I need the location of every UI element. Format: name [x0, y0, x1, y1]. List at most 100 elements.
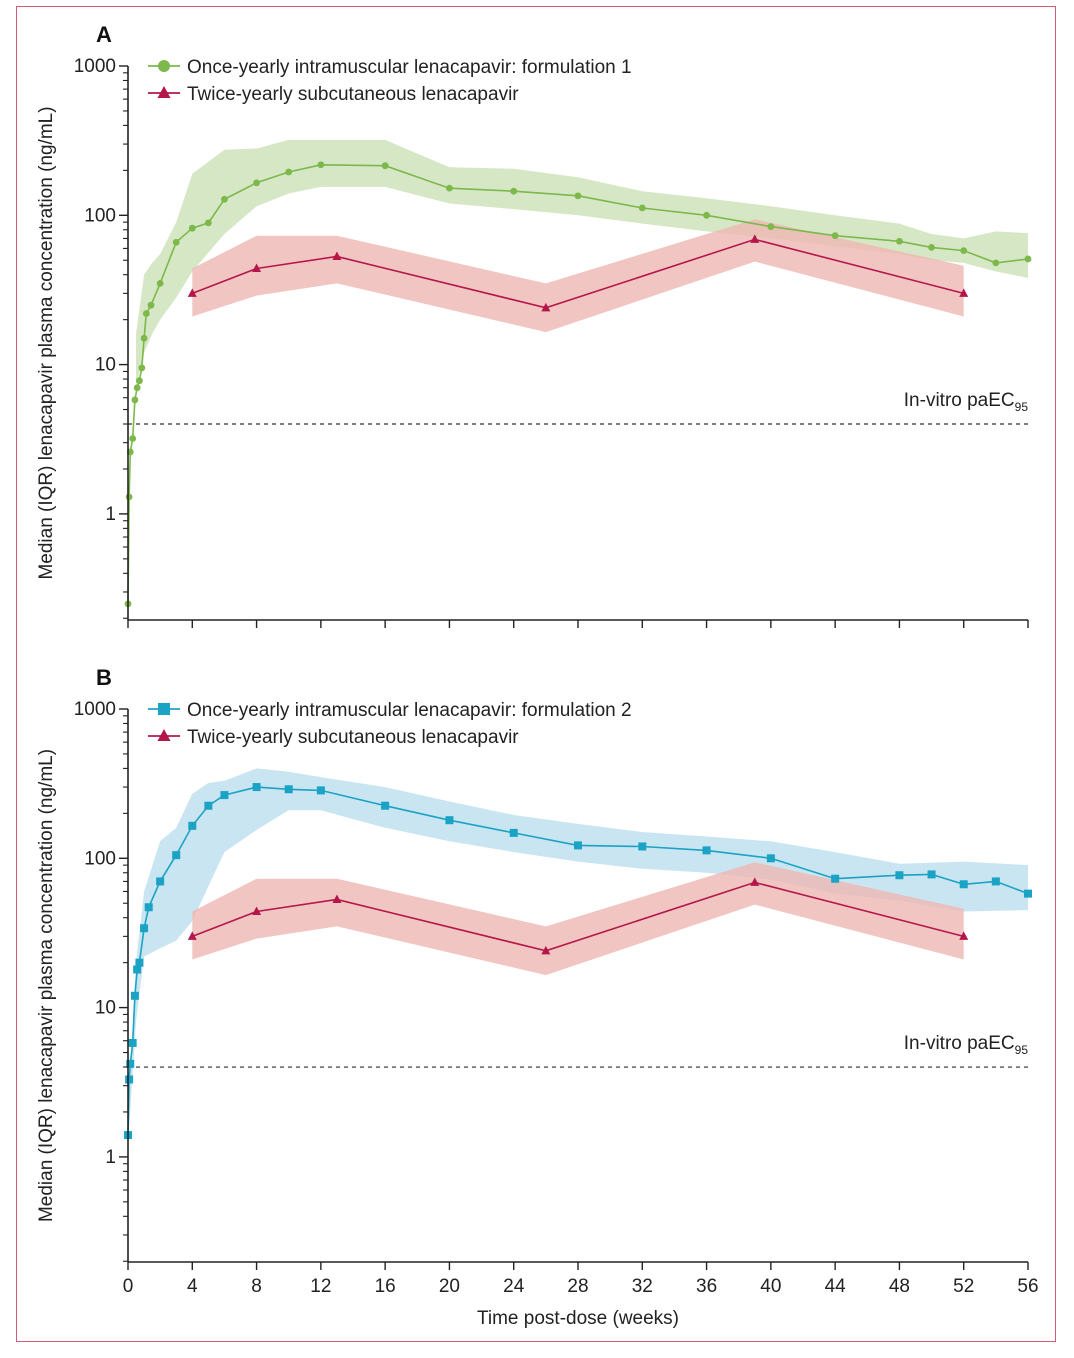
data-point — [831, 232, 839, 240]
reference-label-subscript: 95 — [1015, 1043, 1029, 1057]
data-point — [541, 945, 551, 955]
y-axis-title: Median (IQR) lenacapavir plasma concentr… — [36, 106, 57, 579]
data-point — [767, 223, 775, 231]
data-point — [172, 851, 181, 860]
legend-marker — [157, 86, 171, 98]
legend-entry: Once-yearly intramuscular lenacapavir: f… — [187, 57, 632, 78]
data-point — [927, 870, 936, 879]
reference-label: In-vitro paEC95 — [904, 390, 1029, 414]
series-line-red — [192, 881, 964, 952]
y-tick-label: 1 — [105, 1147, 116, 1168]
x-tick-label: 12 — [310, 1276, 331, 1297]
data-point — [574, 841, 582, 850]
data-point — [187, 931, 197, 940]
data-point — [204, 801, 213, 810]
data-point — [750, 234, 760, 243]
data-point — [138, 364, 146, 372]
legend-marker — [158, 703, 170, 715]
data-point — [252, 263, 262, 273]
panel-label: A — [96, 22, 112, 47]
data-point — [991, 877, 1000, 886]
series-line-blue — [127, 786, 1029, 1136]
iqr-band-blue — [128, 768, 1028, 1146]
data-point — [928, 243, 935, 251]
iqr-band-red — [192, 219, 964, 333]
panel-label: B — [96, 665, 112, 690]
data-point — [332, 251, 342, 260]
data-point — [125, 1075, 134, 1084]
data-point — [130, 991, 139, 1000]
data-point — [253, 179, 260, 187]
data-point — [156, 877, 165, 886]
y-tick-label: 10 — [95, 998, 116, 1019]
y-tick-label: 100 — [84, 205, 116, 226]
x-tick-label: 8 — [251, 1276, 262, 1297]
x-tick-label: 24 — [503, 1276, 525, 1297]
data-point — [509, 828, 518, 837]
legend-entry: Once-yearly intramuscular lenacapavir: f… — [187, 700, 632, 721]
data-point — [131, 396, 139, 404]
reference-label-subscript: 95 — [1015, 400, 1029, 414]
data-point — [702, 846, 711, 855]
data-point — [541, 302, 551, 312]
data-point — [142, 310, 150, 317]
data-point — [510, 187, 518, 195]
data-point — [750, 877, 760, 886]
data-point — [284, 785, 293, 794]
data-point — [140, 334, 148, 342]
x-tick-label: 56 — [1017, 1276, 1038, 1297]
series-line-red — [192, 238, 964, 309]
data-point — [703, 211, 710, 219]
data-point — [156, 279, 164, 287]
x-tick-label: 28 — [567, 1276, 588, 1297]
x-axis-title: Time post-dose (weeks) — [477, 1308, 679, 1329]
data-point — [140, 924, 149, 933]
data-point — [144, 903, 153, 912]
x-tick-label: 32 — [632, 1276, 653, 1297]
iqr-band-red — [192, 862, 964, 976]
data-point — [895, 871, 904, 880]
data-point — [1024, 889, 1032, 898]
data-point — [188, 821, 197, 830]
y-axis-title: Median (IQR) lenacapavir plasma concentr… — [36, 749, 57, 1222]
y-tick-label: 1000 — [74, 699, 116, 720]
data-point — [638, 204, 646, 212]
data-point — [766, 854, 775, 863]
data-point — [959, 931, 969, 940]
x-tick-label: 0 — [123, 1276, 134, 1297]
data-point — [125, 493, 133, 501]
data-point — [188, 224, 196, 232]
x-tick-label: 16 — [375, 1276, 396, 1297]
data-point — [220, 791, 229, 800]
data-point — [285, 168, 293, 176]
data-point — [221, 195, 228, 203]
data-point — [317, 161, 325, 169]
x-tick-label: 44 — [825, 1276, 847, 1297]
iqr-band-green — [136, 139, 1028, 388]
data-point — [960, 247, 968, 255]
data-point — [252, 783, 261, 792]
data-point — [135, 958, 144, 967]
figure-frame — [16, 6, 1056, 1342]
data-point — [446, 184, 453, 192]
data-point — [126, 1059, 135, 1068]
data-point — [316, 786, 325, 795]
data-point — [574, 192, 582, 200]
data-point — [381, 801, 390, 810]
data-point — [252, 906, 262, 916]
x-tick-label: 4 — [187, 1276, 198, 1297]
data-point — [992, 259, 1000, 267]
data-point — [1024, 255, 1032, 263]
y-tick-label: 1000 — [74, 56, 116, 77]
data-point — [129, 435, 137, 442]
data-point — [332, 894, 342, 903]
x-tick-label: 40 — [760, 1276, 781, 1297]
legend-entry: Twice-yearly subcutaneous lenacapavir — [187, 727, 519, 748]
data-point — [172, 238, 180, 246]
x-tick-label: 20 — [439, 1276, 460, 1297]
data-point — [638, 842, 647, 851]
data-point — [187, 288, 197, 297]
data-point — [959, 880, 968, 889]
